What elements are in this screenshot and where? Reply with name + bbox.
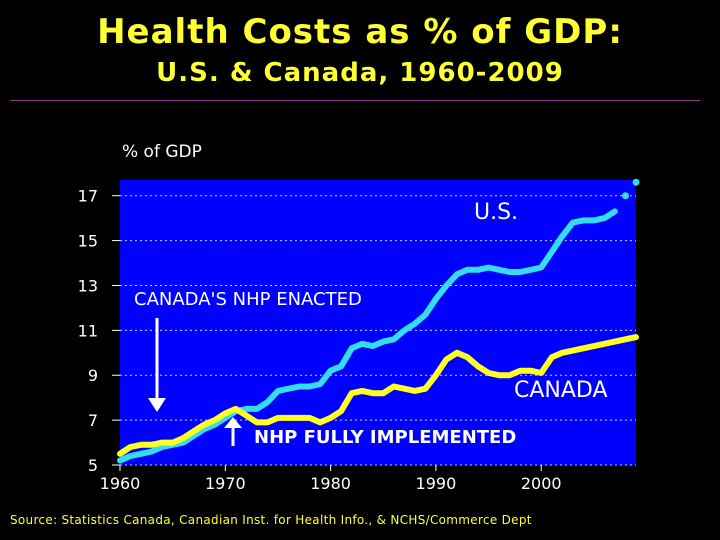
nhp-enacted-arrow	[148, 318, 166, 412]
x-tick-label: 2000	[521, 474, 562, 493]
y-tick-label: 5	[88, 456, 98, 475]
y-axis-label: % of GDP	[122, 142, 202, 162]
series-lines	[117, 178, 640, 464]
us-projection-point	[621, 192, 629, 200]
nhp-enacted-annotation: CANADA'S NHP ENACTED	[134, 289, 362, 310]
y-tick-label: 11	[78, 321, 98, 340]
y-axis-ticks: 5 7 9 11 13 15 17	[78, 187, 120, 475]
title-divider	[10, 100, 700, 101]
us-series-line	[117, 208, 618, 464]
x-axis-ticks: 1960 1970 1980 1990 2000	[100, 465, 562, 493]
x-tick-label: 1960	[100, 474, 141, 493]
canada-series-label: CANADA	[514, 378, 608, 403]
x-tick-label: 1970	[205, 474, 246, 493]
source-note: Source: Statistics Canada, Canadian Inst…	[10, 513, 532, 527]
nhp-implemented-annotation: NHP FULLY IMPLEMENTED	[254, 427, 516, 448]
y-tick-label: 13	[78, 276, 98, 295]
canada-series-line	[117, 334, 639, 457]
x-tick-label: 1980	[310, 474, 351, 493]
chart-subtitle: U.S. & Canada, 1960-2009	[156, 58, 564, 88]
us-projection-point	[632, 178, 640, 186]
y-tick-label: 17	[78, 187, 98, 206]
x-tick-label: 1990	[416, 474, 457, 493]
plot-background	[120, 180, 636, 465]
gridlines	[120, 195, 636, 466]
us-series-label: U.S.	[474, 200, 518, 225]
y-tick-label: 9	[88, 366, 98, 385]
y-tick-label: 7	[88, 411, 98, 430]
chart-title: Health Costs as % of GDP:	[97, 12, 623, 52]
nhp-implemented-arrow	[224, 417, 242, 446]
y-tick-label: 15	[78, 232, 98, 251]
